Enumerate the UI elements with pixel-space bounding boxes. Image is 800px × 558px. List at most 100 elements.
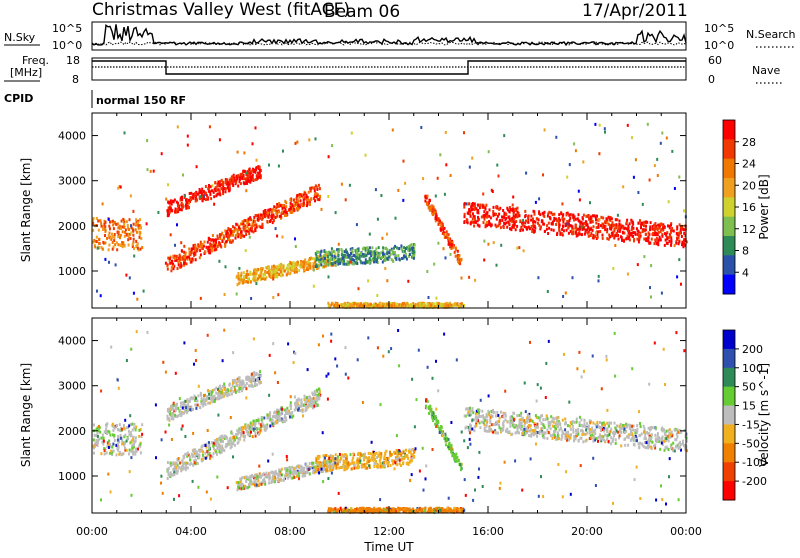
range-cell: [176, 466, 178, 469]
range-cell: [256, 226, 258, 229]
range-cell: [201, 397, 203, 400]
noise-cell: [102, 202, 104, 205]
range-cell: [243, 219, 245, 222]
range-cell: [645, 228, 647, 231]
range-cell: [662, 227, 664, 230]
range-cell: [100, 452, 102, 455]
range-cell: [242, 379, 244, 382]
range-cell: [544, 230, 546, 233]
range-cell: [365, 254, 367, 257]
range-cell: [311, 404, 313, 407]
power-y-label: Slant Range [km]: [19, 158, 33, 262]
range-cell: [189, 459, 191, 462]
range-cell: [319, 254, 321, 257]
noise-cell: [124, 131, 126, 134]
noise-cell: [327, 195, 329, 198]
noise-cell: [598, 275, 600, 278]
range-cell: [479, 206, 481, 209]
colorbar-tick-label: 4: [742, 266, 749, 279]
range-cell: [108, 440, 110, 443]
range-cell: [185, 406, 187, 409]
noise-cell: [369, 233, 371, 236]
range-cell: [478, 224, 480, 227]
range-cell: [631, 228, 633, 231]
range-cell: [413, 251, 415, 254]
range-cell: [181, 198, 183, 201]
range-cell: [272, 275, 274, 278]
range-cell: [562, 214, 564, 217]
range-cell: [286, 214, 288, 217]
range-cell: [264, 483, 266, 486]
range-cell: [109, 434, 111, 437]
range-cell: [612, 224, 614, 227]
range-cell: [618, 225, 620, 228]
range-cell: [409, 253, 411, 256]
range-cell: [330, 304, 332, 307]
range-cell: [174, 414, 176, 417]
range-cell: [475, 207, 477, 210]
range-cell: [251, 373, 253, 376]
range-cell: [217, 181, 219, 184]
range-cell: [406, 462, 408, 465]
noise-cell: [604, 131, 606, 134]
range-cell: [236, 436, 238, 439]
range-cell: [393, 247, 395, 250]
range-cell: [232, 382, 234, 385]
noise-cell: [583, 214, 585, 217]
range-cell: [329, 465, 331, 468]
range-cell: [193, 252, 195, 255]
range-cell: [269, 415, 271, 418]
colorbar-swatch: [723, 139, 735, 159]
range-cell: [109, 221, 111, 224]
range-cell: [353, 259, 355, 262]
range-cell: [279, 264, 281, 267]
range-cell: [294, 268, 296, 271]
noise-cell: [169, 207, 171, 210]
range-cell: [609, 227, 611, 230]
range-cell: [264, 215, 266, 218]
range-cell: [238, 379, 240, 382]
range-cell: [167, 263, 169, 266]
range-cell: [218, 243, 220, 246]
noise-cell: [660, 142, 662, 145]
range-cell: [366, 247, 368, 250]
range-cell: [442, 225, 444, 228]
range-cell: [209, 190, 211, 193]
range-cell: [496, 218, 498, 221]
noise-cell: [599, 124, 601, 127]
range-cell: [676, 225, 678, 228]
range-cell: [549, 216, 551, 219]
range-cell: [579, 233, 581, 236]
noise-cell: [295, 245, 297, 248]
range-cell: [104, 453, 106, 456]
range-cell: [380, 452, 382, 455]
range-cell: [321, 260, 323, 263]
range-cell: [270, 219, 272, 222]
range-cell: [269, 425, 271, 428]
range-cell: [612, 221, 614, 224]
range-cell: [339, 453, 341, 456]
range-cell: [358, 257, 360, 260]
range-cell: [189, 196, 191, 199]
noise-cell: [671, 150, 673, 153]
range-cell: [396, 303, 398, 306]
range-cell: [135, 426, 137, 429]
noise-cell: [171, 260, 173, 263]
noise-cell: [395, 258, 397, 261]
range-cell: [289, 416, 291, 419]
range-cell: [191, 247, 193, 250]
range-cell: [215, 238, 217, 241]
range-cell: [658, 231, 660, 234]
range-cell: [187, 403, 189, 406]
range-cell: [337, 304, 339, 307]
range-cell: [464, 215, 466, 218]
range-cell: [258, 422, 260, 425]
range-cell: [272, 480, 274, 483]
range-cell: [233, 436, 235, 439]
range-cell: [517, 211, 519, 214]
range-cell: [254, 484, 256, 487]
range-cell: [470, 222, 472, 225]
range-cell: [472, 212, 474, 215]
range-cell: [108, 446, 110, 449]
range-cell: [211, 189, 213, 192]
